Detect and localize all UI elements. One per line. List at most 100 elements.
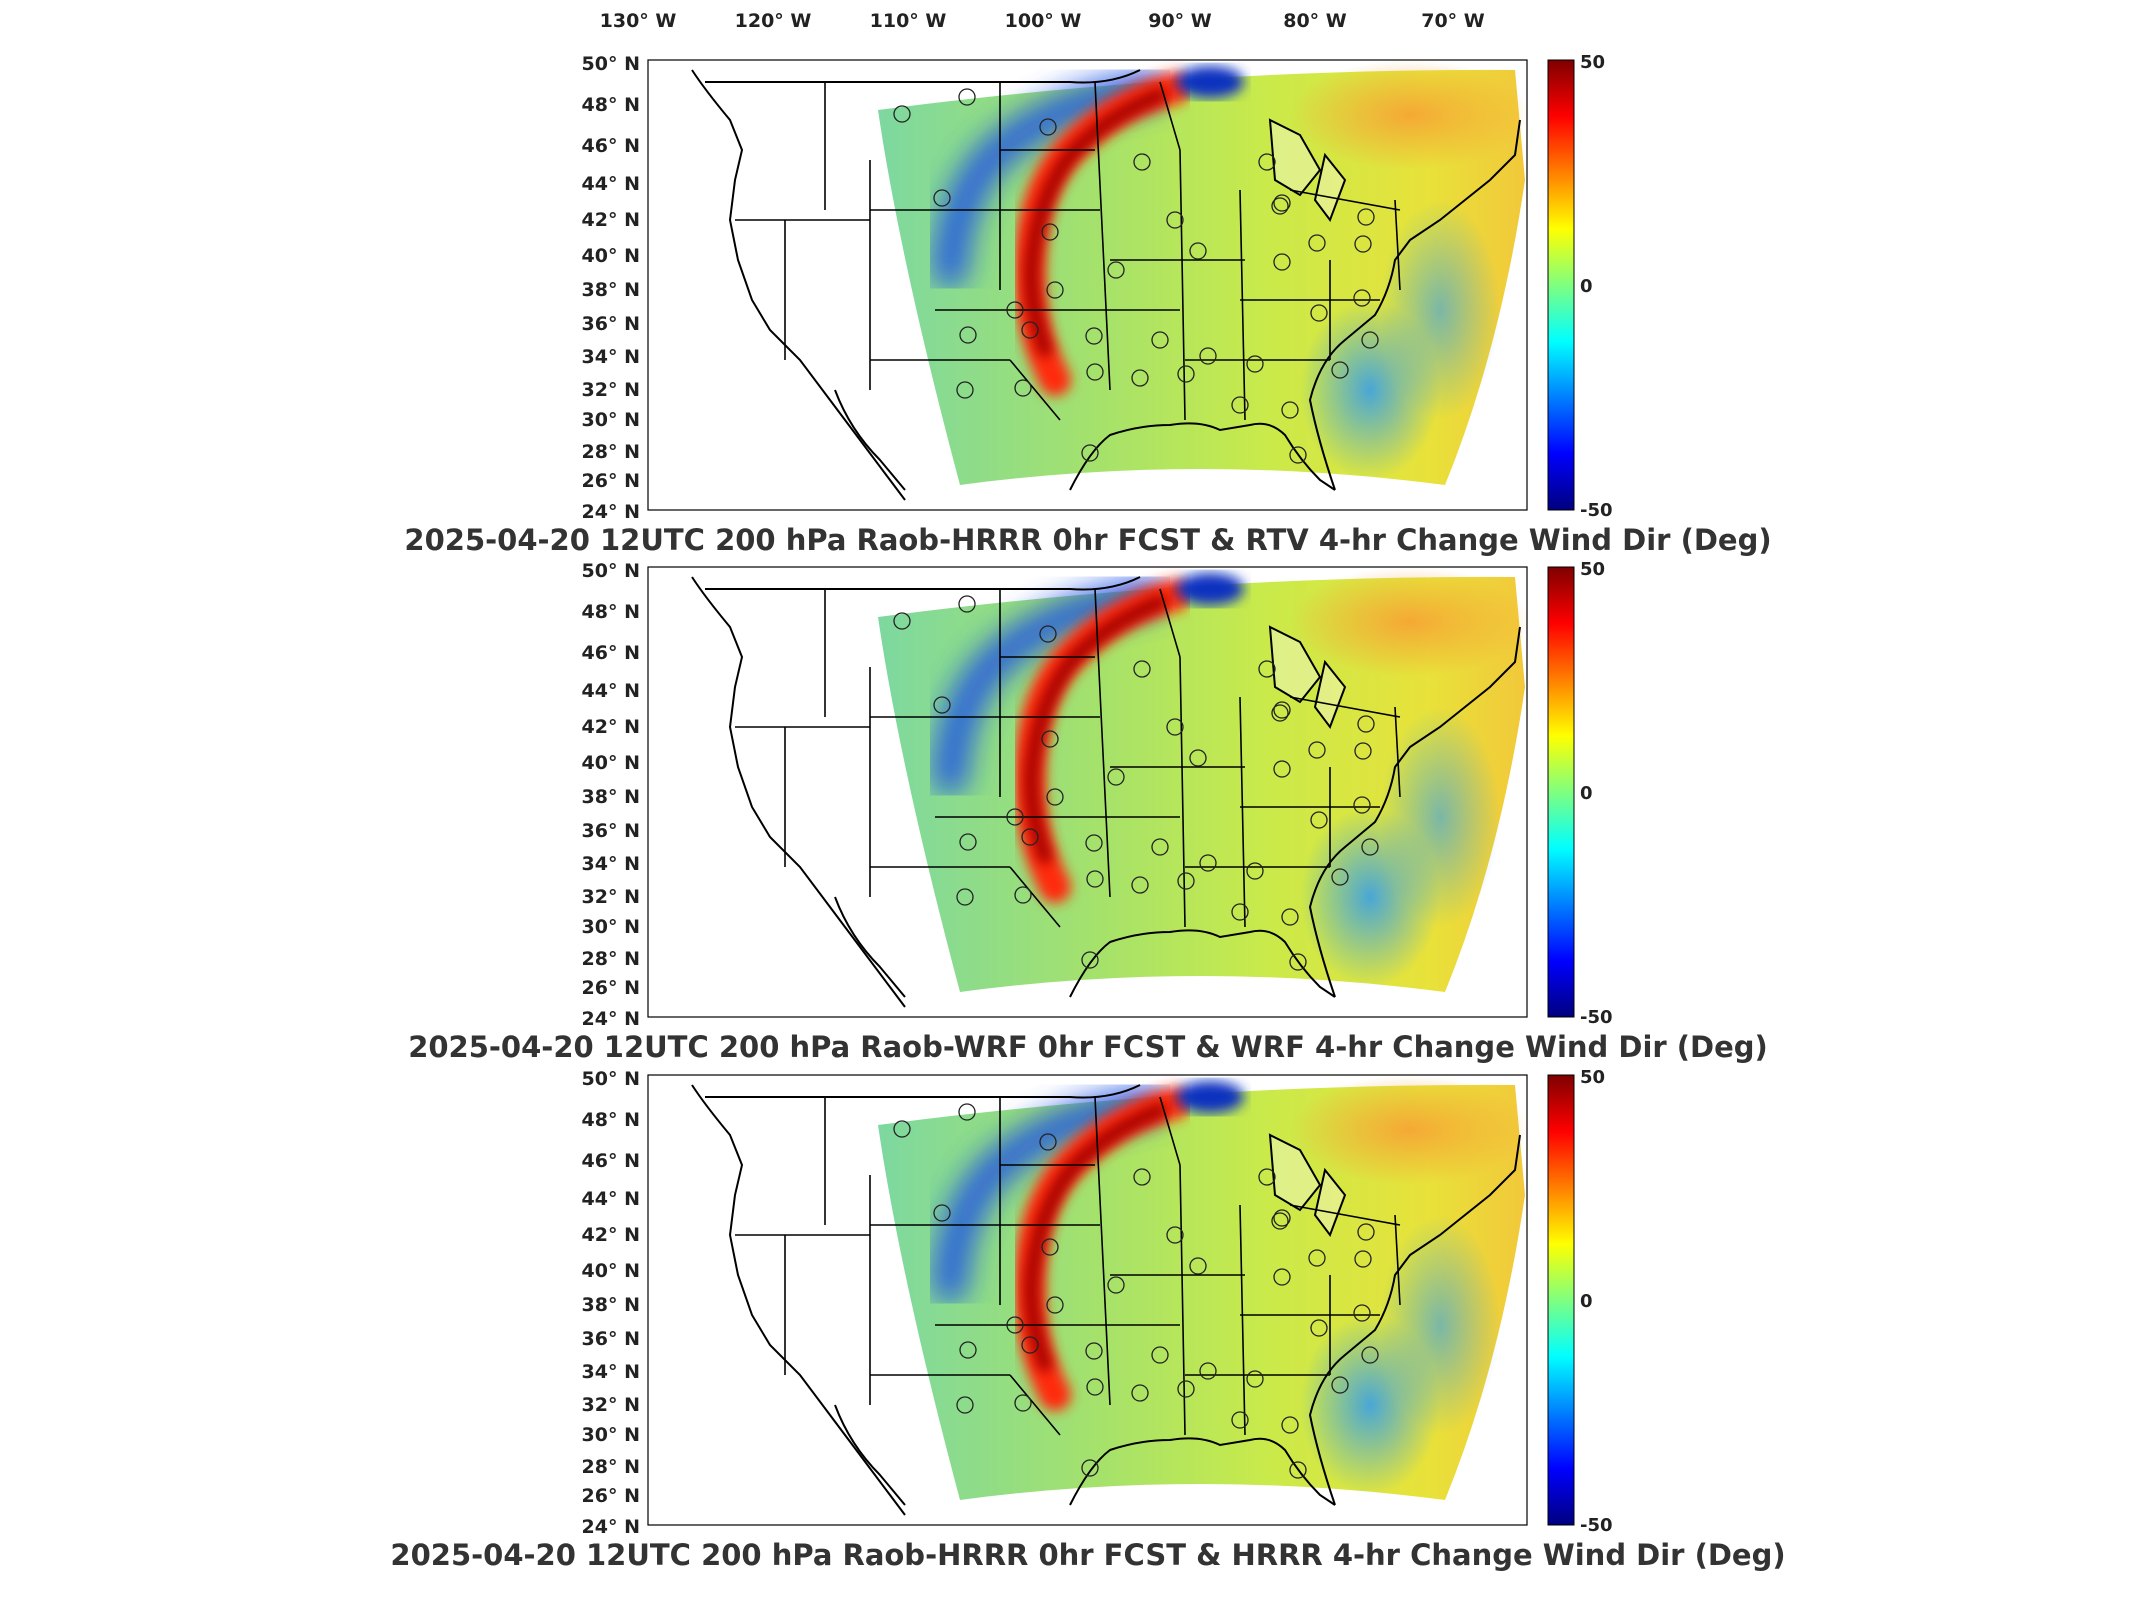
latitude-label: 42° N	[582, 716, 640, 738]
raob-station-marker	[1289, 953, 1307, 971]
latitude-label: 48° N	[582, 94, 640, 116]
map-frame	[647, 1074, 1528, 1526]
map-outlines	[691, 1084, 1521, 1516]
coastline	[1308, 119, 1521, 491]
raob-station-marker	[1258, 660, 1276, 678]
great-lakes	[1268, 118, 1347, 223]
northeast-positive-area	[1290, 60, 1530, 170]
map-outlines	[691, 69, 1521, 501]
raob-station-marker	[1258, 1168, 1276, 1186]
raob-station-marker	[1289, 446, 1307, 464]
colorbar-max-label: 50	[1580, 52, 1605, 73]
raob-station-marker	[933, 189, 951, 207]
latitude-label: 32° N	[582, 886, 640, 908]
coastline	[1308, 1134, 1521, 1506]
state-border	[1009, 359, 1061, 421]
latitude-label: 40° N	[582, 1260, 640, 1282]
map-outlines	[691, 576, 1521, 1008]
great-lakes	[1268, 1133, 1347, 1238]
raob-station-marker	[1231, 903, 1249, 921]
raob-station-marker	[956, 1396, 974, 1414]
raob-station-marker	[1231, 1411, 1249, 1429]
raob-station-marker	[959, 326, 977, 344]
raob-station-marker	[1271, 704, 1289, 722]
coastline	[1069, 929, 1336, 998]
coastline	[1069, 1437, 1336, 1506]
coastline	[1308, 626, 1521, 998]
raob-station-marker	[1189, 749, 1207, 767]
raob-station-marker	[1258, 153, 1276, 171]
latitude-label: 36° N	[582, 313, 640, 335]
latitude-label: 46° N	[582, 642, 640, 664]
raob-station-marker	[933, 696, 951, 714]
northeast-positive-area	[1290, 567, 1530, 677]
state-border	[1179, 656, 1186, 928]
raob-station-marker	[1039, 1133, 1057, 1151]
latitude-label: 34° N	[582, 346, 640, 368]
lake-superior-negative-area	[1176, 573, 1244, 605]
wind-direction-field	[878, 1075, 1530, 1500]
raob-station-marker	[1308, 234, 1326, 252]
latitude-tick-labels: 50° N 48° N 46° N 44° N 42° N 40° N 38° N 36° N…	[582, 1068, 640, 1538]
latitude-label: 38° N	[582, 1294, 640, 1316]
raob-station-marker	[1039, 118, 1057, 136]
latitude-label: 24° N	[582, 501, 640, 523]
raob-station-marker	[1331, 361, 1349, 379]
latitude-label: 50° N	[582, 560, 640, 582]
state-border	[1289, 189, 1401, 211]
colorbar-scale	[1547, 566, 1575, 1018]
raob-station-marker	[1014, 1394, 1032, 1412]
raob-station-marker	[1310, 304, 1328, 322]
raob-station-marker	[1361, 1346, 1379, 1364]
longitude-label: 100° W	[1005, 10, 1082, 32]
panel-title: 2025-04-20 12UTC 200 hPa Raob-WRF 0hr FC…	[408, 1030, 1768, 1064]
latitude-label: 30° N	[582, 916, 640, 938]
latitude-label: 38° N	[582, 279, 640, 301]
state-border	[1239, 189, 1246, 421]
state-border	[1179, 1164, 1186, 1436]
state-border	[1239, 1204, 1246, 1436]
northeast-positive-area	[1290, 1075, 1530, 1185]
raob-station-marker	[893, 105, 911, 123]
raob-station-marker	[1107, 1276, 1125, 1294]
coastline	[834, 389, 906, 491]
raob-station-marker	[1199, 347, 1217, 365]
colorbar-min-label: -50	[1580, 1007, 1613, 1028]
latitude-label: 26° N	[582, 1485, 640, 1507]
longitude-label: 80° W	[1283, 10, 1347, 32]
raob-station-marker	[1021, 828, 1039, 846]
raob-station-marker	[1086, 870, 1104, 888]
latitude-label: 28° N	[582, 441, 640, 463]
raob-station-marker	[956, 888, 974, 906]
raob-station-marker	[893, 1120, 911, 1138]
state-border	[1289, 1204, 1401, 1226]
raob-station-marker	[1271, 197, 1289, 215]
raob-station-marker	[1151, 1346, 1169, 1364]
latitude-label: 44° N	[582, 173, 640, 195]
state-border	[1159, 588, 1181, 658]
raob-station-marker	[1177, 872, 1195, 890]
raob-station-marker	[1166, 211, 1184, 229]
coastline	[691, 69, 906, 501]
raob-station-marker	[1006, 1316, 1024, 1334]
wind-direction-field	[878, 567, 1530, 992]
raob-station-marker	[1151, 838, 1169, 856]
raob-station-marker	[1133, 660, 1151, 678]
raob-station-marker	[1354, 235, 1372, 253]
raob-station-marker	[1014, 886, 1032, 904]
latitude-label: 30° N	[582, 409, 640, 431]
raob-station-marker	[1085, 327, 1103, 345]
latitude-label: 50° N	[582, 1068, 640, 1090]
latitude-label: 34° N	[582, 853, 640, 875]
raob-station-marker	[1133, 153, 1151, 171]
coastline	[691, 576, 906, 1008]
state-border	[1159, 1096, 1181, 1166]
raob-station-marker	[1189, 1257, 1207, 1275]
colorbar-min-label: -50	[1580, 500, 1613, 521]
raob-station-marker	[1199, 854, 1217, 872]
raob-stations	[893, 595, 1379, 971]
latitude-label: 48° N	[582, 601, 640, 623]
colorbar-scale	[1547, 59, 1575, 511]
coastline	[834, 1404, 906, 1506]
raob-station-marker	[1021, 321, 1039, 339]
